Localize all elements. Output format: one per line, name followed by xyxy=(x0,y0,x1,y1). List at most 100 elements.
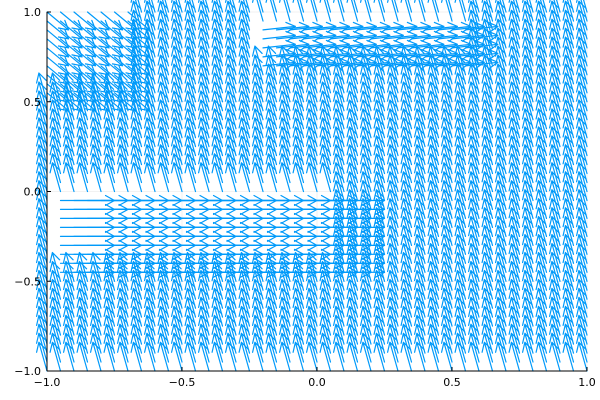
vector-arrow-383 xyxy=(225,260,237,291)
vector-arrow-927 xyxy=(373,144,386,175)
vector-arrow-1056 xyxy=(454,117,467,148)
vector-arrow-217 xyxy=(198,296,210,327)
vector-arrow-934 xyxy=(468,144,480,175)
vector-arrow-832 xyxy=(198,162,210,193)
vector-arrow-1117 xyxy=(171,99,183,130)
vector-arrow-355 xyxy=(400,269,413,300)
vector-arrow-813 xyxy=(495,171,507,202)
vector-arrow-814 xyxy=(508,171,521,202)
vector-arrow-996 xyxy=(198,126,210,157)
vector-arrow-1260 xyxy=(441,72,453,103)
vector-arrow-1407 xyxy=(211,36,224,67)
vector-arrow-1053 xyxy=(414,117,426,148)
vector-arrow-1198 xyxy=(157,81,170,112)
vector-arrow-530 xyxy=(549,234,561,264)
vector-arrow-678 xyxy=(333,198,345,228)
vector-arrow-236 xyxy=(454,296,467,327)
vector-arrow-34 xyxy=(495,341,507,372)
vector-arrow-880 xyxy=(292,153,305,184)
vector-arrow-1652 xyxy=(204,0,210,13)
vector-arrow-971 xyxy=(414,135,426,166)
vector-arrow-293 xyxy=(117,278,129,309)
vector-arrow-1560 xyxy=(73,29,97,49)
vector-arrow-152 xyxy=(427,314,440,345)
vector-arrow-1315 xyxy=(86,83,110,103)
vector-arrow-770 xyxy=(468,180,480,210)
vector-arrow-253 xyxy=(130,287,143,318)
vector-arrow-825 xyxy=(103,162,116,193)
vector-arrow-406 xyxy=(535,260,548,291)
vector-arrow-1093 xyxy=(400,108,413,139)
vector-arrow-1623 xyxy=(360,0,372,22)
vector-arrow-727 xyxy=(441,189,453,219)
vector-arrow-160 xyxy=(535,314,548,345)
vector-arrow-978 xyxy=(508,135,521,166)
vector-arrow-195 xyxy=(454,305,467,336)
vector-arrow-771 xyxy=(481,180,494,210)
vector-arrow-350 xyxy=(333,269,345,300)
vector-arrow-987 xyxy=(76,126,89,157)
vector-arrow-276 xyxy=(441,287,453,318)
vector-arrow-124 xyxy=(49,314,62,345)
vector-arrow-528 xyxy=(522,234,534,264)
vector-arrow-985 xyxy=(49,126,62,157)
vector-arrow-28 xyxy=(414,341,426,372)
vector-arrow-933 xyxy=(454,144,467,175)
vector-arrow-557 xyxy=(360,225,372,255)
vector-arrow-24 xyxy=(360,341,372,372)
vector-arrow-516 xyxy=(360,234,372,264)
vector-arrow-523 xyxy=(454,234,467,264)
vector-arrow-1328 xyxy=(252,54,264,85)
vector-arrow-312 xyxy=(373,278,386,309)
vector-arrow-201 xyxy=(535,305,548,336)
vector-arrow-1217 xyxy=(414,81,426,112)
vector-arrow-1057 xyxy=(468,117,480,148)
vector-arrow-935 xyxy=(481,144,494,175)
vector-arrow-1187 xyxy=(562,90,575,121)
vector-arrow-573 xyxy=(576,225,588,255)
vector-arrow-1022 xyxy=(549,126,561,157)
vector-arrow-356 xyxy=(414,269,426,300)
vector-arrow-720 xyxy=(346,189,359,219)
vector-arrow-1054 xyxy=(427,117,440,148)
vector-arrow-215 xyxy=(171,296,183,327)
vector-arrow-725 xyxy=(414,189,426,219)
vector-arrow-168 xyxy=(90,305,102,336)
vector-arrow-817 xyxy=(549,171,561,202)
vector-arrow-1664 xyxy=(366,0,372,13)
vector-arrow-1355 xyxy=(73,74,97,94)
vector-arrow-89 xyxy=(130,323,143,354)
vector-arrow-1648 xyxy=(150,0,156,13)
vector-arrow-1125 xyxy=(279,99,291,130)
vector-arrow-910 xyxy=(144,144,156,175)
vector-arrow-839 xyxy=(292,162,305,193)
vector-arrow-893 xyxy=(468,153,480,184)
vector-arrow-123 xyxy=(36,314,48,345)
vector-arrow-1629 xyxy=(441,0,453,22)
vector-arrow-833 xyxy=(211,162,224,193)
vector-arrow-1181 xyxy=(481,90,494,121)
vector-arrow-1137 xyxy=(441,99,453,130)
vector-arrow-345 xyxy=(265,269,278,300)
vector-arrow-445 xyxy=(508,251,521,282)
vector-arrow-1439 xyxy=(100,56,124,76)
vector-arrow-1123 xyxy=(252,99,264,130)
vector-arrow-96 xyxy=(225,323,237,354)
vector-arrow-436 xyxy=(387,251,399,282)
vector-arrow-1573 xyxy=(238,0,251,31)
vector-arrow-384 xyxy=(238,260,251,291)
vector-arrow-997 xyxy=(211,126,224,157)
vector-arrow-1634 xyxy=(508,0,521,22)
vector-arrow-1656 xyxy=(258,0,264,13)
vector-arrow-1043 xyxy=(279,117,291,148)
vector-arrow-1189 xyxy=(36,81,48,112)
vector-arrow-1079 xyxy=(211,108,224,139)
vector-arrow-963 xyxy=(306,135,318,166)
vector-arrow-807 xyxy=(414,171,426,202)
vector-arrow-1145 xyxy=(549,99,561,130)
vector-arrow-129 xyxy=(117,314,129,345)
vector-arrow-732 xyxy=(508,189,521,219)
vector-arrow-915 xyxy=(211,144,224,175)
vector-arrow-1566 xyxy=(144,0,156,31)
vector-arrow-283 xyxy=(535,287,548,318)
